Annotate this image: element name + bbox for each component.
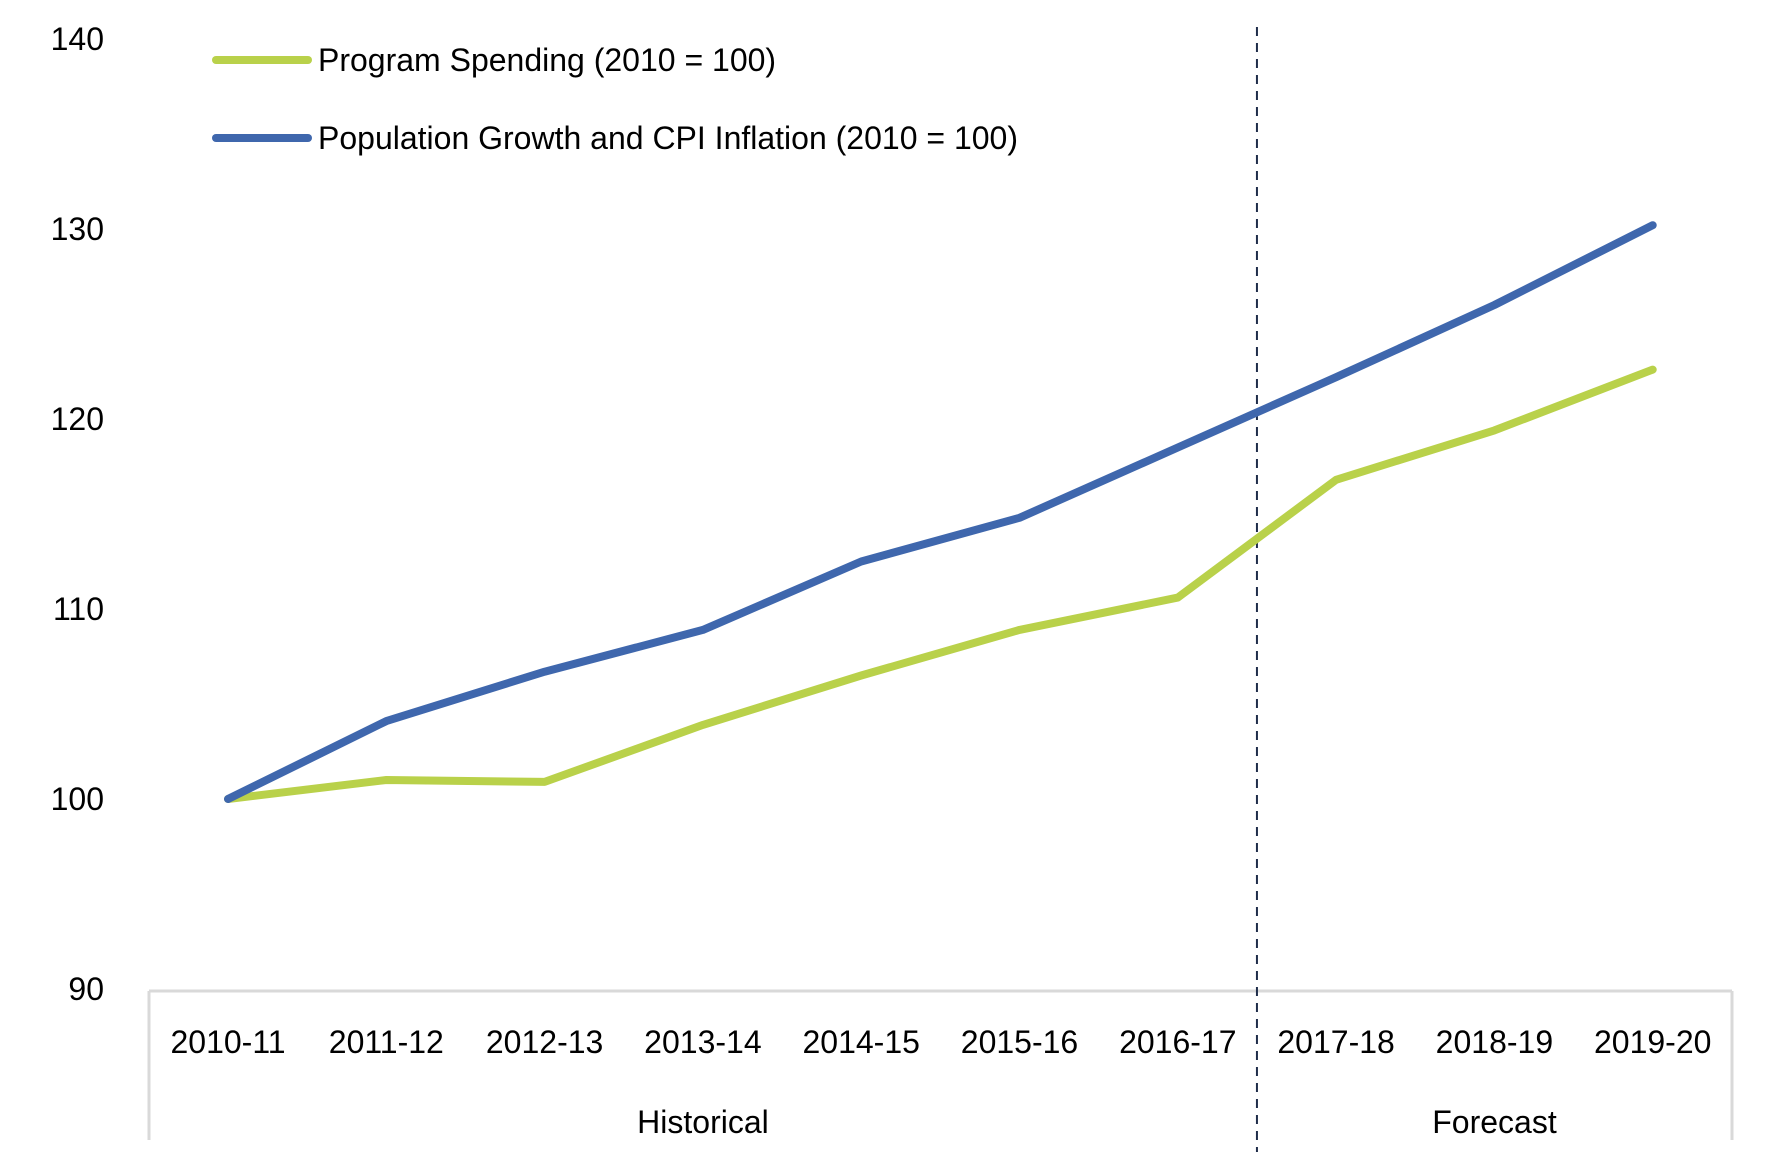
legend-label: Program Spending (2010 = 100) [318,42,776,78]
x-tick-label: 2011-12 [329,1024,444,1060]
y-tick-label: 120 [51,401,104,437]
y-tick-label: 100 [51,781,104,817]
y-tick-label: 110 [53,591,104,627]
x-tick-label: 2014-15 [802,1024,919,1060]
series-line-population-cpi [224,221,1657,803]
legend: Program Spending (2010 = 100) Population … [212,42,1018,156]
y-tick-label: 140 [51,21,104,57]
x-tick-label: 2016-17 [1119,1024,1236,1060]
x-axis-category-labels: 2010-11 2011-12 2012-13 2013-14 2014-15 2015-… [170,1024,1711,1060]
legend-item-population-cpi: Population Growth and CPI Inflation (201… [212,120,1018,156]
x-axis-box [147,989,1734,1140]
x-tick-label: 2019-20 [1594,1024,1711,1060]
y-axis-ticks: 90 100 110 120 130 140 [51,21,104,1007]
x-tick-label: 2012-13 [486,1024,603,1060]
x-axis-group-labels: Historical Forecast [637,1104,1557,1140]
y-tick-label: 90 [68,971,104,1007]
x-group-label-forecast: Forecast [1432,1104,1557,1140]
legend-item-program-spending: Program Spending (2010 = 100) [212,42,776,78]
series-line-program-spending [224,365,1657,803]
x-tick-label: 2010-11 [170,1024,285,1060]
x-group-label-historical: Historical [637,1104,769,1140]
x-tick-label: 2018-19 [1436,1024,1553,1060]
x-tick-label: 2017-18 [1277,1024,1394,1060]
legend-label: Population Growth and CPI Inflation (201… [318,120,1018,156]
x-tick-label: 2013-14 [644,1024,761,1060]
y-tick-label: 130 [51,211,104,247]
series-lines [224,221,1657,803]
x-tick-label: 2015-16 [961,1024,1078,1060]
